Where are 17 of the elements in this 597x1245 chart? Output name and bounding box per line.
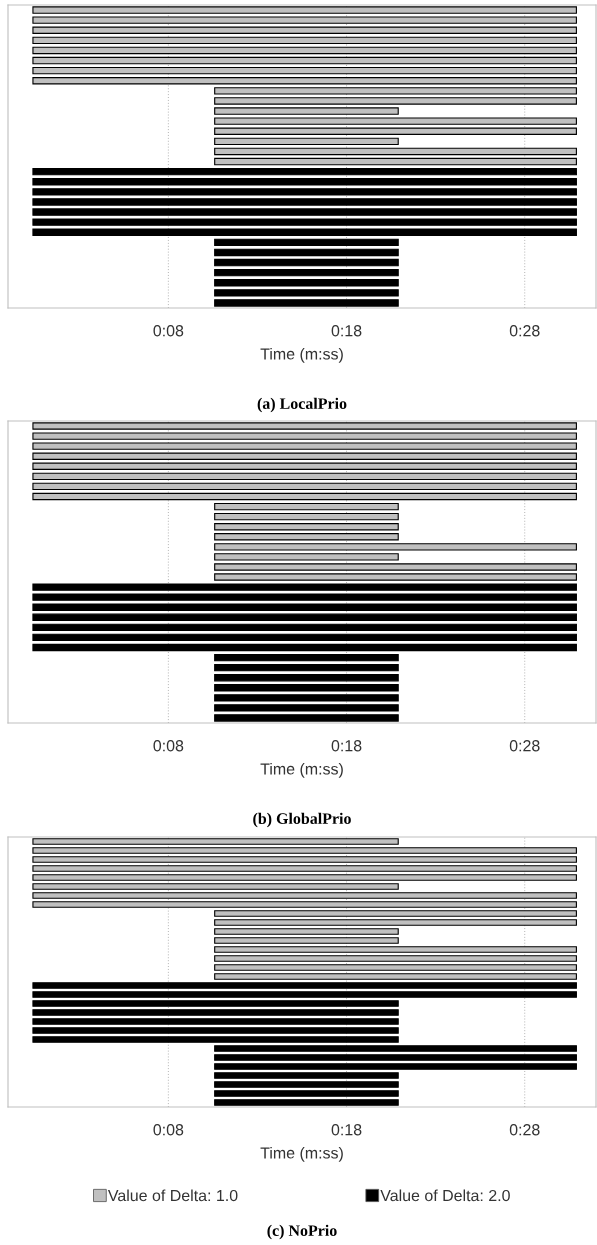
x-tick-label: 0:08	[153, 325, 184, 337]
x-tick-label: 0:28	[509, 325, 540, 337]
x-tick-label: 0:18	[331, 1124, 362, 1136]
x-tick-label: 0:18	[331, 740, 362, 752]
legend-label: Value of Delta: 2.0	[380, 1189, 510, 1202]
x-tick-label: 0:18	[331, 325, 362, 337]
legend-label: Value of Delta: 1.0	[107, 1189, 238, 1202]
x-axis-title: Time (m:ss)	[260, 762, 343, 778]
x-tick-label: 0:28	[509, 1124, 540, 1136]
x-axis-title: Time (m:ss)	[260, 347, 343, 363]
x-tick-label: 0:28	[509, 740, 540, 752]
x-tick-label: 0:08	[153, 740, 184, 752]
text: (b) GlobalPrio	[253, 812, 351, 828]
text: (a) LocalPrio	[257, 397, 347, 413]
x-axis-title: Time (m:ss)	[260, 1146, 343, 1162]
x-tick-label: 0:08	[153, 1124, 184, 1136]
text: (c) NoPrio	[267, 1224, 337, 1240]
